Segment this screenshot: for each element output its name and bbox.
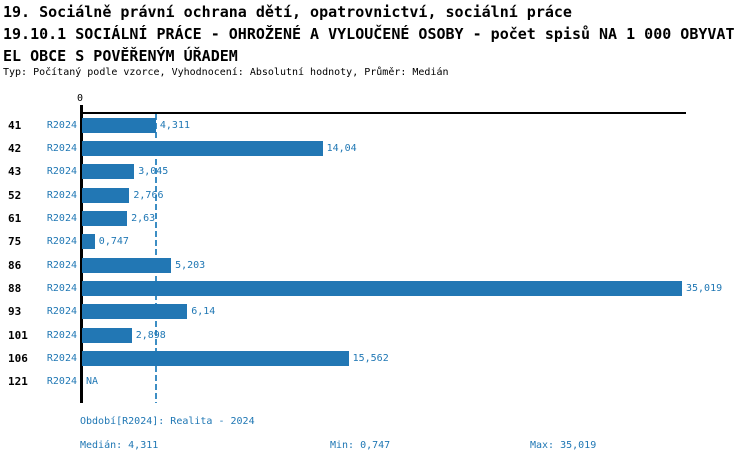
row-value-label: 14,04 xyxy=(326,142,357,154)
row-value-label: 2,766 xyxy=(133,189,164,201)
footer-min-label: Min: 0,747 xyxy=(330,440,391,451)
row-series-label: R2024 xyxy=(46,306,77,318)
row-series-label: R2024 xyxy=(46,166,77,178)
row-category-label: 52 xyxy=(8,188,22,202)
row-bar xyxy=(82,281,682,296)
row-category-label: 101 xyxy=(8,328,28,342)
row-bar xyxy=(82,164,135,180)
row-value-label: NA xyxy=(86,376,99,388)
x-axis-line xyxy=(80,112,686,114)
footer-max-label: Max: 35,019 xyxy=(530,440,597,451)
row-bar xyxy=(82,117,156,133)
row-series-label: R2024 xyxy=(46,189,77,201)
row-series-label: R2024 xyxy=(46,142,77,154)
row-series-label: R2024 xyxy=(46,119,77,131)
row-bar xyxy=(82,351,349,366)
row-value-label: 0,747 xyxy=(98,236,129,248)
row-category-label: 121 xyxy=(8,375,28,389)
row-category-label: 75 xyxy=(8,235,22,249)
row-series-label: R2024 xyxy=(46,376,77,388)
row-value-label: 3,045 xyxy=(138,166,169,178)
row-series-label: R2024 xyxy=(46,353,77,364)
y-axis-line xyxy=(80,105,83,403)
row-bar xyxy=(82,304,188,320)
row-value-label: 35,019 xyxy=(686,283,723,294)
row-value-label: 5,203 xyxy=(175,259,206,271)
row-category-label: 61 xyxy=(8,211,22,225)
row-category-label: 43 xyxy=(8,165,22,179)
x-axis-zero-label: 0 xyxy=(77,93,84,104)
row-value-label: 2,63 xyxy=(131,212,156,224)
row-bar xyxy=(82,187,130,203)
row-bar xyxy=(82,257,172,273)
row-category-label: 86 xyxy=(8,258,22,272)
row-bar xyxy=(82,327,132,343)
chart-subtitle: Typ: Počítaný podle vzorce, Vyhodnocení:… xyxy=(3,67,449,78)
row-series-label: R2024 xyxy=(46,283,77,294)
row-series-label: R2024 xyxy=(46,212,77,224)
row-series-label: R2024 xyxy=(46,329,77,341)
row-bar xyxy=(82,234,95,250)
row-category-label: 42 xyxy=(8,141,22,155)
row-category-label: 93 xyxy=(8,305,22,319)
page-title-line1: 19. Sociálně právní ochrana dětí, opatro… xyxy=(3,3,572,21)
row-category-label: 41 xyxy=(8,118,22,132)
row-category-label: 88 xyxy=(8,282,22,295)
page-title-line2: 19.10.1 SOCIÁLNÍ PRÁCE - OHROŽENÉ A VYLO… xyxy=(3,25,735,43)
row-series-label: R2024 xyxy=(46,259,77,271)
footer-median-label: Medián: 4,311 xyxy=(80,440,159,451)
row-value-label: 2,898 xyxy=(135,329,166,341)
row-value-label: 4,311 xyxy=(159,119,190,131)
row-bar xyxy=(82,210,128,226)
page-title-line3: EL OBCE S POVĚŘENÝM ÚŘADEM xyxy=(3,47,238,65)
footer-period-label: Období[R2024]: Realita - 2024 xyxy=(80,416,255,427)
row-value-label: 15,562 xyxy=(352,353,389,364)
row-value-label: 6,14 xyxy=(191,306,216,318)
row-category-label: 106 xyxy=(8,352,28,365)
row-bar xyxy=(82,140,323,156)
row-series-label: R2024 xyxy=(46,236,77,248)
